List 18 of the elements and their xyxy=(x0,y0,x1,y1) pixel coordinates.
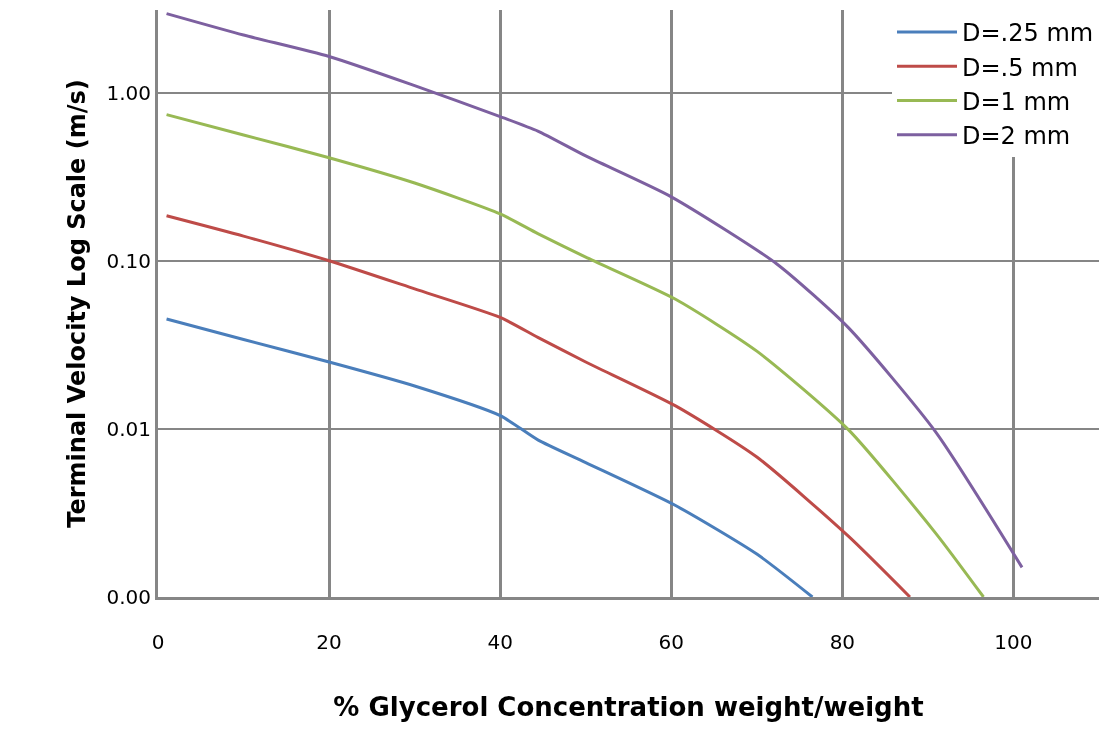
legend-label: D=2 mm xyxy=(962,122,1071,151)
x-tick-label: 100 xyxy=(994,630,1033,654)
y-axis-title: Terminal Velocity Log Scale (m/s) xyxy=(62,79,91,528)
y-tick-label: 0.10 xyxy=(106,248,151,273)
y-tick-label: 0.01 xyxy=(106,416,151,441)
legend-label: D=.25 mm xyxy=(962,19,1094,48)
x-tick-label: 80 xyxy=(829,630,856,654)
legend-label: D=1 mm xyxy=(962,87,1071,116)
legend-label: D=.5 mm xyxy=(962,53,1078,82)
x-tick-label: 60 xyxy=(658,630,684,654)
x-tick-label: 40 xyxy=(487,630,513,654)
line-series xyxy=(165,317,814,597)
x-axis-title: % Glycerol Concentration weight/weight xyxy=(333,691,924,722)
x-tick-label: 0 xyxy=(151,630,165,654)
line-series xyxy=(165,214,912,597)
y-tick-label: 1.00 xyxy=(106,80,151,105)
x-tick-label: 20 xyxy=(316,630,342,654)
y-tick-label: 0.00 xyxy=(106,585,151,609)
